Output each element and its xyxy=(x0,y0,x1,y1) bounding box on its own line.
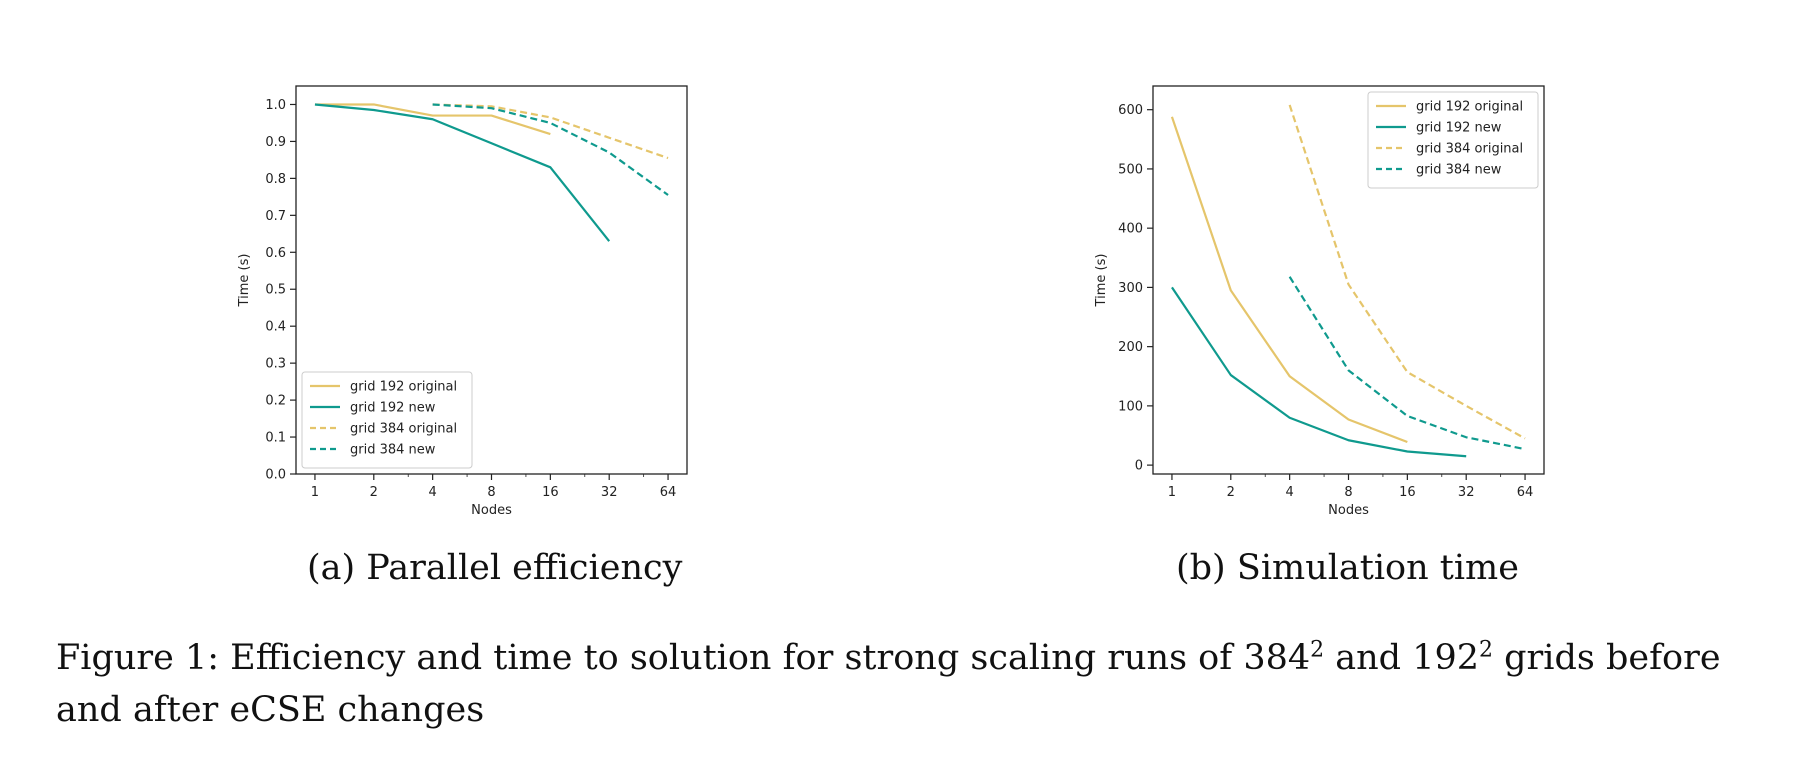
parallel-efficiency-chart: 1 2 4 8 16 32 64 0.0 0.1 0.2 0.3 0.4 0.5 0.6 0.7 0.8 0.9… xyxy=(237,85,688,518)
x-tick-label: 2 xyxy=(1227,485,1235,500)
x-tick-label: 64 xyxy=(1517,485,1534,500)
series-line-grid-192-new xyxy=(314,103,611,242)
y-tick-label: 400 xyxy=(1118,222,1143,237)
caption-sup1: 2 xyxy=(1310,637,1325,663)
series-line-grid-384-original xyxy=(432,103,669,160)
legend-label: grid 384 new xyxy=(350,443,436,458)
subcaption-b: (b) Simulation time xyxy=(1176,548,1519,588)
x-tick-label: 32 xyxy=(601,485,618,500)
x-tick-label: 64 xyxy=(660,485,677,500)
series-line-grid-192-original xyxy=(1170,116,1408,444)
y-tick-label: 0.0 xyxy=(265,468,286,483)
y-tick-label: 0.4 xyxy=(265,320,286,335)
y-tick-label: 0.9 xyxy=(265,135,286,150)
x-tick-label: 4 xyxy=(1286,485,1294,500)
legend-label: grid 192 new xyxy=(1416,121,1502,136)
y-axis-title: Time (s) xyxy=(1094,254,1109,308)
y-tick-label: 0.6 xyxy=(265,246,286,261)
legend-label: grid 192 new xyxy=(350,401,436,416)
subcaption-a: (a) Parallel efficiency xyxy=(307,548,683,588)
series-line-grid-384-new xyxy=(1288,276,1526,451)
x-tick-label: 4 xyxy=(429,485,437,500)
caption-sup2: 2 xyxy=(1479,637,1493,663)
series-line-grid-384-original xyxy=(1288,104,1526,440)
y-tick-label: 200 xyxy=(1118,340,1143,355)
y-tick-label: 1.0 xyxy=(265,98,286,113)
y-tick-label: 300 xyxy=(1118,281,1143,296)
x-tick-label: 1 xyxy=(311,485,319,500)
x-tick-label: 1 xyxy=(1168,485,1176,500)
caption-part2: and 192 xyxy=(1324,638,1479,678)
series-line-grid-192-new xyxy=(1171,286,1467,458)
legend-box xyxy=(1367,91,1539,189)
y-tick-label: 0 xyxy=(1135,459,1143,474)
y-tick-label: 0.7 xyxy=(265,209,286,224)
x-axis-title: Nodes xyxy=(471,503,512,518)
x-tick-label: 8 xyxy=(487,485,495,500)
legend-label: grid 384 original xyxy=(350,422,457,437)
y-tick-label: 100 xyxy=(1118,399,1143,414)
y-axis-title: Time (s) xyxy=(237,254,252,308)
caption-part3: grids before and after eCSE changes xyxy=(56,638,1721,730)
y-tick-label: 600 xyxy=(1118,103,1143,118)
y-tick-label: 0.3 xyxy=(265,357,286,372)
figure-caption: Figure 1: Efficiency and time to solutio… xyxy=(56,632,1774,736)
x-tick-label: 32 xyxy=(1458,485,1475,500)
x-axis-title: Nodes xyxy=(1328,503,1369,518)
legend-box xyxy=(301,371,473,469)
legend-label: grid 192 original xyxy=(350,380,457,395)
simulation-time-chart: 1 2 4 8 16 32 64 0 100 200 300 400 500 600 Nodes Time (… xyxy=(1094,85,1545,518)
y-tick-label: 500 xyxy=(1118,162,1143,177)
legend-label: grid 384 original xyxy=(1416,142,1523,157)
x-tick-label: 8 xyxy=(1344,485,1352,500)
x-tick-label: 16 xyxy=(542,485,559,500)
y-tick-label: 0.2 xyxy=(265,394,286,409)
series-line-grid-192-original xyxy=(314,103,551,136)
y-tick-label: 0.5 xyxy=(265,283,286,298)
y-tick-label: 0.8 xyxy=(265,172,286,187)
legend-label: grid 384 new xyxy=(1416,163,1502,178)
legend-label: grid 192 original xyxy=(1416,100,1523,115)
caption-part1: Figure 1: Efficiency and time to solutio… xyxy=(56,638,1311,678)
series-line-grid-384-new xyxy=(432,103,669,196)
y-tick-label: 0.1 xyxy=(265,431,286,446)
x-tick-label: 2 xyxy=(370,485,378,500)
x-tick-label: 16 xyxy=(1399,485,1416,500)
